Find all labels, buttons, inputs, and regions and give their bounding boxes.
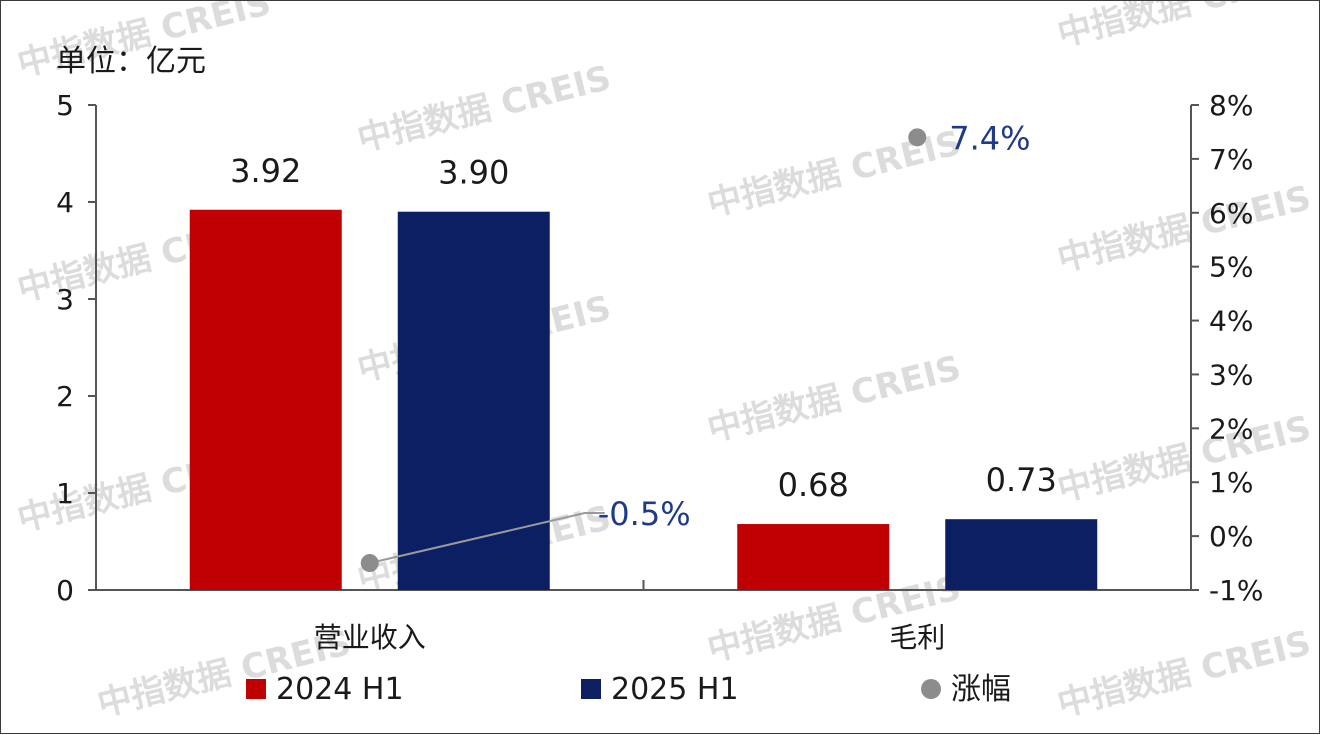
bar-2025h1	[945, 519, 1098, 590]
growth-label: 7.4%	[949, 119, 1030, 157]
unit-label: 单位：亿元	[56, 44, 206, 79]
legend-growth-swatch	[921, 679, 941, 699]
bar-2024h1	[737, 524, 890, 590]
bar-value-label: 3.90	[438, 154, 509, 192]
bar-2025h1	[397, 211, 550, 590]
watermark-text: 中指数据 CREIS	[354, 58, 615, 160]
y-left-tick-label: 3	[56, 283, 74, 316]
bar-value-label: 0.73	[986, 461, 1057, 499]
y-right-tick-label: 3%	[1209, 358, 1253, 391]
x-category-label: 营业收入	[314, 621, 426, 654]
bar-value-label: 0.68	[778, 466, 849, 504]
y-left-tick-label: 5	[56, 89, 74, 122]
watermark-text: 中指数据 CREIS	[1054, 1, 1315, 55]
y-right-tick-label: 4%	[1209, 305, 1253, 338]
bar-2024h1	[189, 209, 342, 590]
legend-2024h1-swatch	[246, 679, 266, 699]
y-left-tick-label: 1	[56, 477, 74, 510]
watermark-text: 中指数据 CREIS	[1054, 178, 1315, 280]
y-left-tick-label: 4	[56, 186, 74, 219]
y-left-tick-label: 2	[56, 380, 74, 413]
legend-growth-label: 涨幅	[951, 672, 1011, 707]
leader-line	[369, 512, 605, 565]
watermark-text: 中指数据 CREIS	[1054, 623, 1315, 725]
x-category-label: 毛利	[889, 621, 945, 654]
legend-2025h1-label: 2025 H1	[611, 672, 739, 707]
legend-2024h1-label: 2024 H1	[276, 672, 404, 707]
y-right-tick-label: -1%	[1209, 574, 1264, 607]
y-right-tick-label: 6%	[1209, 197, 1253, 230]
y-right-tick-label: 1%	[1209, 466, 1253, 499]
growth-label: -0.5%	[598, 495, 691, 533]
y-right-tick-label: 0%	[1209, 520, 1253, 553]
watermark-text: 中指数据 CREIS	[1054, 408, 1315, 510]
y-right-tick-label: 7%	[1209, 143, 1253, 176]
growth-point	[908, 128, 927, 147]
watermark-text: 中指数据 CREIS	[704, 348, 965, 450]
growth-point	[360, 554, 379, 573]
y-right-tick-label: 2%	[1209, 412, 1253, 445]
bar-value-label: 3.92	[230, 152, 301, 190]
legend-2025h1-swatch	[581, 679, 601, 699]
y-left-tick-label: 0	[56, 574, 74, 607]
y-right-tick-label: 5%	[1209, 251, 1253, 284]
y-right-tick-label: 8%	[1209, 89, 1253, 122]
